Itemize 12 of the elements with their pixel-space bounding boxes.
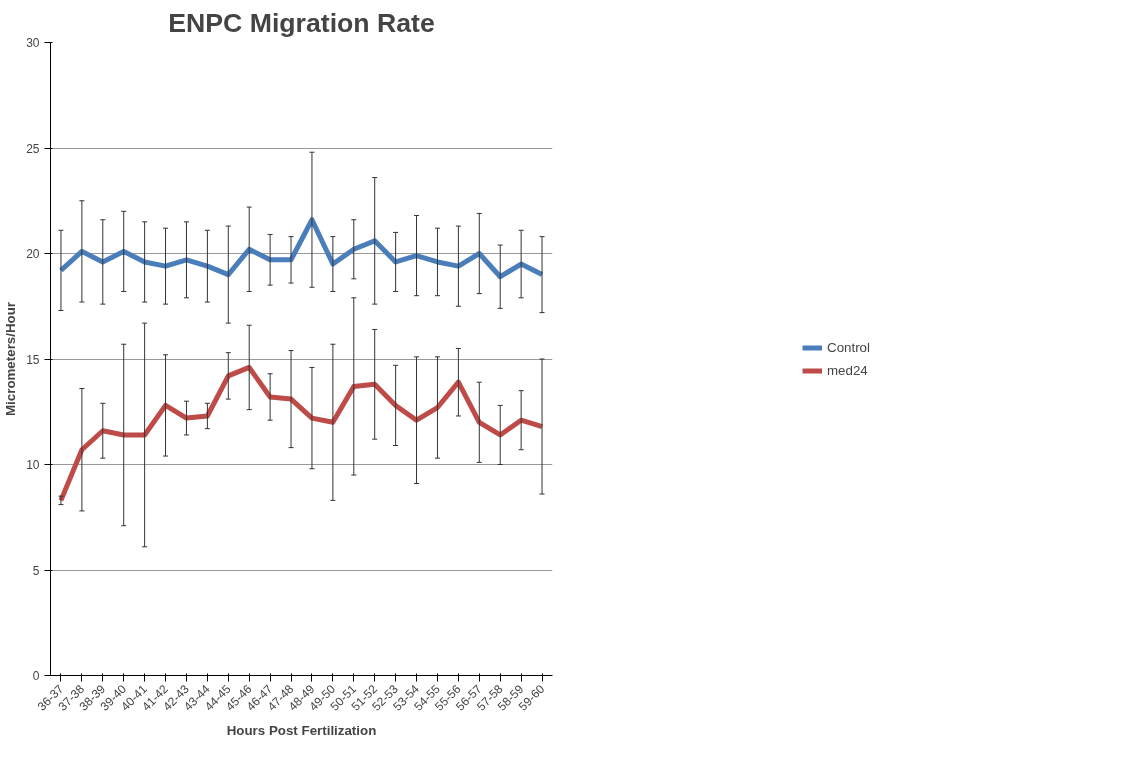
y-tick-label: 25 <box>26 141 40 156</box>
x-axis-title: Hours Post Fertilization <box>226 722 377 738</box>
y-tick-label: 5 <box>32 563 40 578</box>
y-tick-label: 15 <box>26 352 40 367</box>
y-tick-label: 0 <box>32 669 40 683</box>
legend-label: med24 <box>827 362 868 378</box>
chart-title: ENPC Migration Rate <box>168 7 435 38</box>
y-axis-title: Micrometers/Hour <box>3 301 19 417</box>
legend-label: Control <box>827 339 870 355</box>
y-tick-label: 30 <box>26 36 40 50</box>
y-tick-label: 10 <box>26 458 40 472</box>
y-tick-label: 20 <box>26 247 40 261</box>
